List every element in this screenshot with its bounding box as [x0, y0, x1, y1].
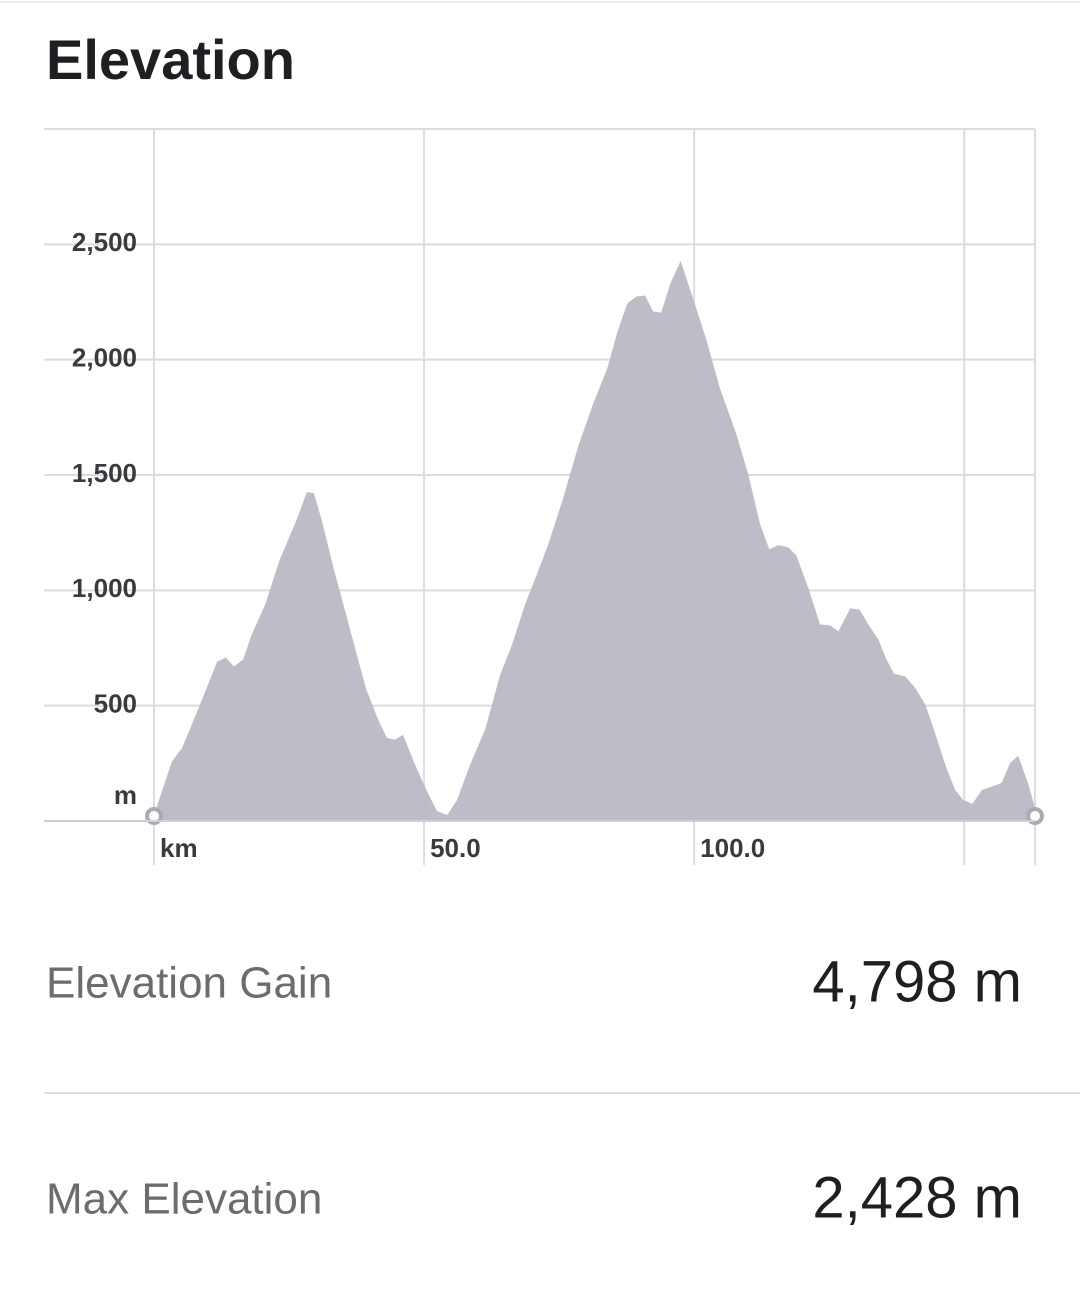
stat-value: 2,428 m [812, 1165, 1022, 1230]
y-tick-label: 2,500 [72, 227, 137, 257]
y-tick-label: 1,500 [72, 458, 137, 488]
stat-label: Elevation Gain [46, 959, 332, 1008]
x-tick-label: 50.0 [430, 833, 481, 863]
endpoint [1026, 807, 1044, 825]
y-tick-label: 2,000 [72, 343, 137, 373]
title: Elevation [46, 28, 295, 91]
elevation-area [154, 260, 1035, 821]
y-tick-label: m [114, 780, 137, 810]
x-tick-label: 100.0 [700, 833, 765, 863]
stat-label: Max Elevation [46, 1175, 322, 1224]
y-tick-label: 500 [94, 689, 137, 719]
endpoint [145, 807, 163, 825]
x-tick-label: km [160, 833, 198, 863]
y-tick-label: 1,000 [72, 573, 137, 603]
stat-value: 4,798 m [812, 949, 1022, 1014]
